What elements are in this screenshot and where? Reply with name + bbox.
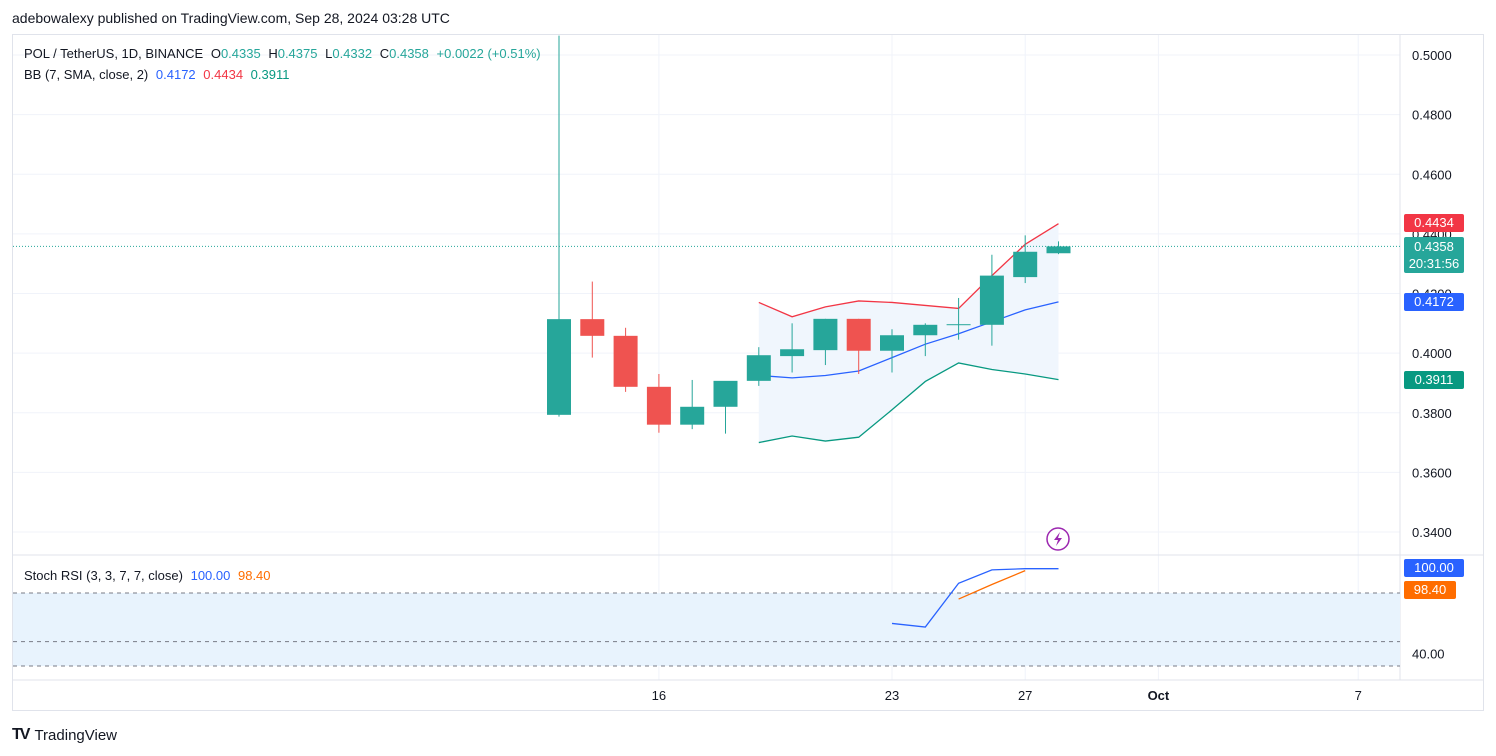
candle-body <box>813 318 838 351</box>
time-tick-label: 27 <box>1018 688 1032 703</box>
bb-upper-line <box>758 223 1059 318</box>
last-price-value: 0.4358 <box>1414 239 1454 254</box>
candle-body <box>780 349 805 357</box>
candle-body <box>580 319 605 336</box>
time-tick-label: 16 <box>652 688 666 703</box>
price-tick-label: 0.4000 <box>1412 346 1452 361</box>
open-value: 0.4335 <box>220 46 261 61</box>
price-tick-label: 0.3600 <box>1412 465 1452 480</box>
bb-lower-tag: 0.3911 <box>1404 371 1464 389</box>
bb-basis-tag: 0.4172 <box>1404 293 1464 311</box>
stoch-band <box>13 593 1400 666</box>
last-price-tag: 0.4358 20:31:56 <box>1404 237 1464 273</box>
stoch-legend: Stoch RSI (3, 3, 7, 7, close) 100.00 98.… <box>24 568 275 583</box>
footer-brand: TV TradingView <box>12 726 117 744</box>
bb-lower-line <box>758 362 1059 444</box>
stoch-axis-label: 40.00 <box>1412 647 1445 662</box>
stoch-k-value: 100.00 <box>190 568 231 583</box>
chart-frame <box>12 34 1484 711</box>
change-value: +0.0022 (+0.51%) <box>436 46 541 61</box>
price-tick-label: 0.5000 <box>1412 48 1452 63</box>
price-tick-label: 0.4600 <box>1412 167 1452 182</box>
symbol-legend: POL / TetherUS, 1D, BINANCE O0.4335 H0.4… <box>24 46 545 61</box>
candle-body <box>680 406 705 425</box>
stoch-d-line <box>958 570 1026 600</box>
open-label: O <box>210 46 221 61</box>
stoch-d-tag: 98.40 <box>1404 581 1456 599</box>
candle-body <box>613 335 638 387</box>
time-tick-label: 23 <box>885 688 899 703</box>
high-value: 0.4375 <box>277 46 318 61</box>
stoch-k-tag: 100.00 <box>1404 559 1464 577</box>
symbol-label: POL / TetherUS, 1D, BINANCE <box>24 46 204 61</box>
stoch-label: Stoch RSI (3, 3, 7, 7, close) <box>24 568 183 583</box>
price-tick-label: 0.3800 <box>1412 406 1452 421</box>
candle-body <box>979 275 1004 325</box>
bb-upper-tag: 0.4434 <box>1404 214 1464 232</box>
close-value: 0.4358 <box>389 46 429 61</box>
candle-body <box>646 386 671 425</box>
publisher-line: adebowalexy published on TradingView.com… <box>12 10 450 26</box>
time-tick-label: 7 <box>1355 688 1362 703</box>
price-tick-label: 0.3400 <box>1412 525 1452 540</box>
candle-body <box>946 324 971 326</box>
candle-body <box>913 324 938 336</box>
candle-body <box>746 355 771 381</box>
candle-body <box>713 380 738 407</box>
candle-body <box>1046 246 1071 254</box>
lightning-bolt-icon <box>1054 532 1062 546</box>
bb-fill <box>758 223 1059 443</box>
close-label: C <box>379 46 390 61</box>
brand-name: TradingView <box>34 726 117 744</box>
candle-body <box>547 319 571 415</box>
stoch-d-value: 98.40 <box>237 568 271 583</box>
tradingview-logo-icon: TV <box>12 726 31 743</box>
stoch-k-line <box>891 568 1059 628</box>
low-label: L <box>325 46 333 61</box>
time-tick-label: Oct <box>1148 688 1170 703</box>
candle-body <box>1013 251 1038 278</box>
bb-upper-value: 0.4434 <box>203 67 244 82</box>
countdown-value: 20:31:56 <box>1408 256 1460 271</box>
bb-lower-value: 0.3911 <box>250 67 290 82</box>
candle-body <box>880 335 904 351</box>
high-label: H <box>268 46 278 61</box>
price-tick-label: 0.4800 <box>1412 108 1452 123</box>
bb-legend: BB (7, SMA, close, 2) 0.4172 0.4434 0.39… <box>24 67 293 82</box>
low-value: 0.4332 <box>332 46 373 61</box>
bb-label: BB (7, SMA, close, 2) <box>24 67 149 82</box>
bb-basis-value: 0.4172 <box>155 67 196 82</box>
bb-basis-line <box>758 301 1059 379</box>
candle-body <box>846 318 871 351</box>
